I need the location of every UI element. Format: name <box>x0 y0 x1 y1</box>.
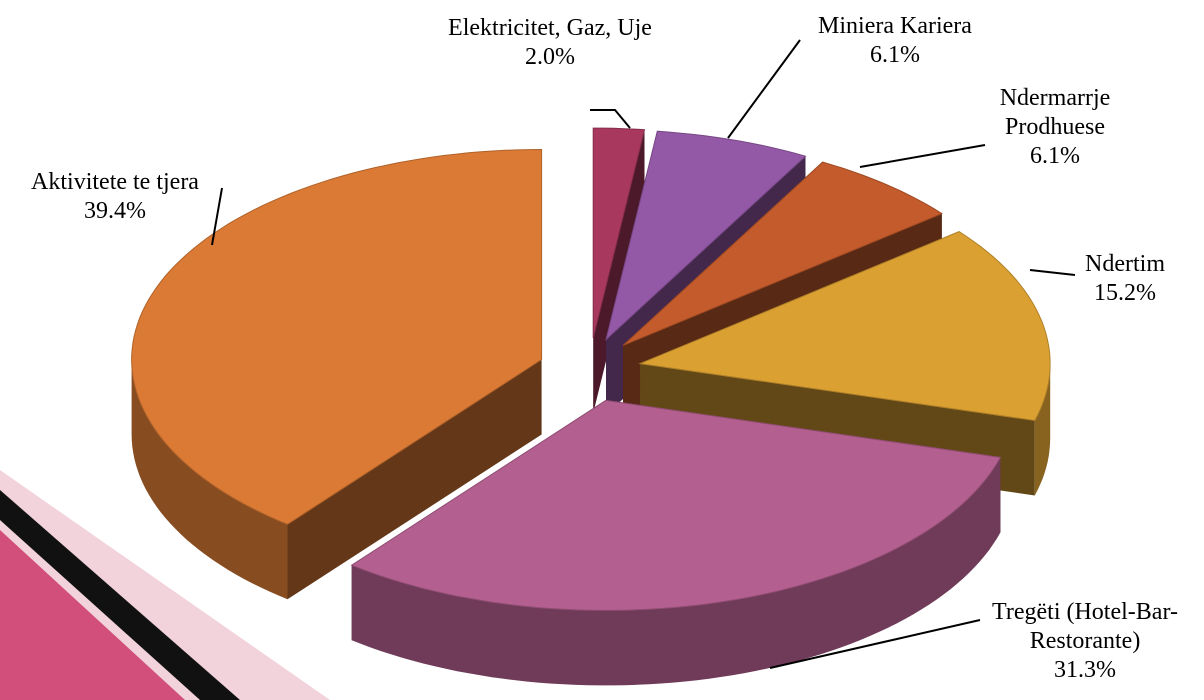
value-label: 6.1% <box>1030 143 1080 169</box>
category-label: Tregëti (Hotel-Bar-Restorante) <box>992 599 1178 654</box>
slice-side <box>131 359 288 600</box>
category-label: Miniera Kariera <box>818 13 972 39</box>
leader-line <box>1029 269 1076 276</box>
data-label: Ndermarrje Prodhuese 6.1% <box>975 84 1135 171</box>
value-label: 31.3% <box>1054 657 1116 683</box>
value-label: 6.1% <box>870 42 920 68</box>
data-label: Miniera Kariera 6.1% <box>785 12 1005 70</box>
category-label: Ndertim <box>1085 251 1165 277</box>
leader-line <box>769 619 981 669</box>
slice <box>131 148 543 525</box>
slice <box>622 161 943 346</box>
slice-side <box>1034 363 1051 496</box>
value-label: 2.0% <box>525 44 575 70</box>
data-label: Elektricitet, Gaz, Uje 2.0% <box>435 14 665 72</box>
data-label: Tregëti (Hotel-Bar-Restorante) 31.3% <box>975 598 1195 685</box>
slice-side <box>351 457 1001 686</box>
category-label: Aktivitete te tjera <box>31 169 199 195</box>
leader-line <box>727 39 801 139</box>
slice <box>605 130 807 342</box>
category-label: Elektricitet, Gaz, Uje <box>448 15 652 41</box>
data-label: Aktivitete te tjera 39.4% <box>0 168 230 226</box>
category-label: Ndermarrje Prodhuese <box>999 85 1111 140</box>
leader-line <box>859 144 986 168</box>
data-label: Ndertim 15.2% <box>1065 250 1185 308</box>
leader-line <box>211 187 223 246</box>
slice <box>638 231 1051 422</box>
slice <box>350 399 1002 611</box>
slice-tops <box>131 127 1051 611</box>
corner-decoration <box>0 470 330 700</box>
slice-wall <box>287 359 542 600</box>
slice <box>592 127 646 339</box>
value-label: 15.2% <box>1094 280 1156 306</box>
leader-line <box>590 109 631 129</box>
value-label: 39.4% <box>84 198 146 224</box>
